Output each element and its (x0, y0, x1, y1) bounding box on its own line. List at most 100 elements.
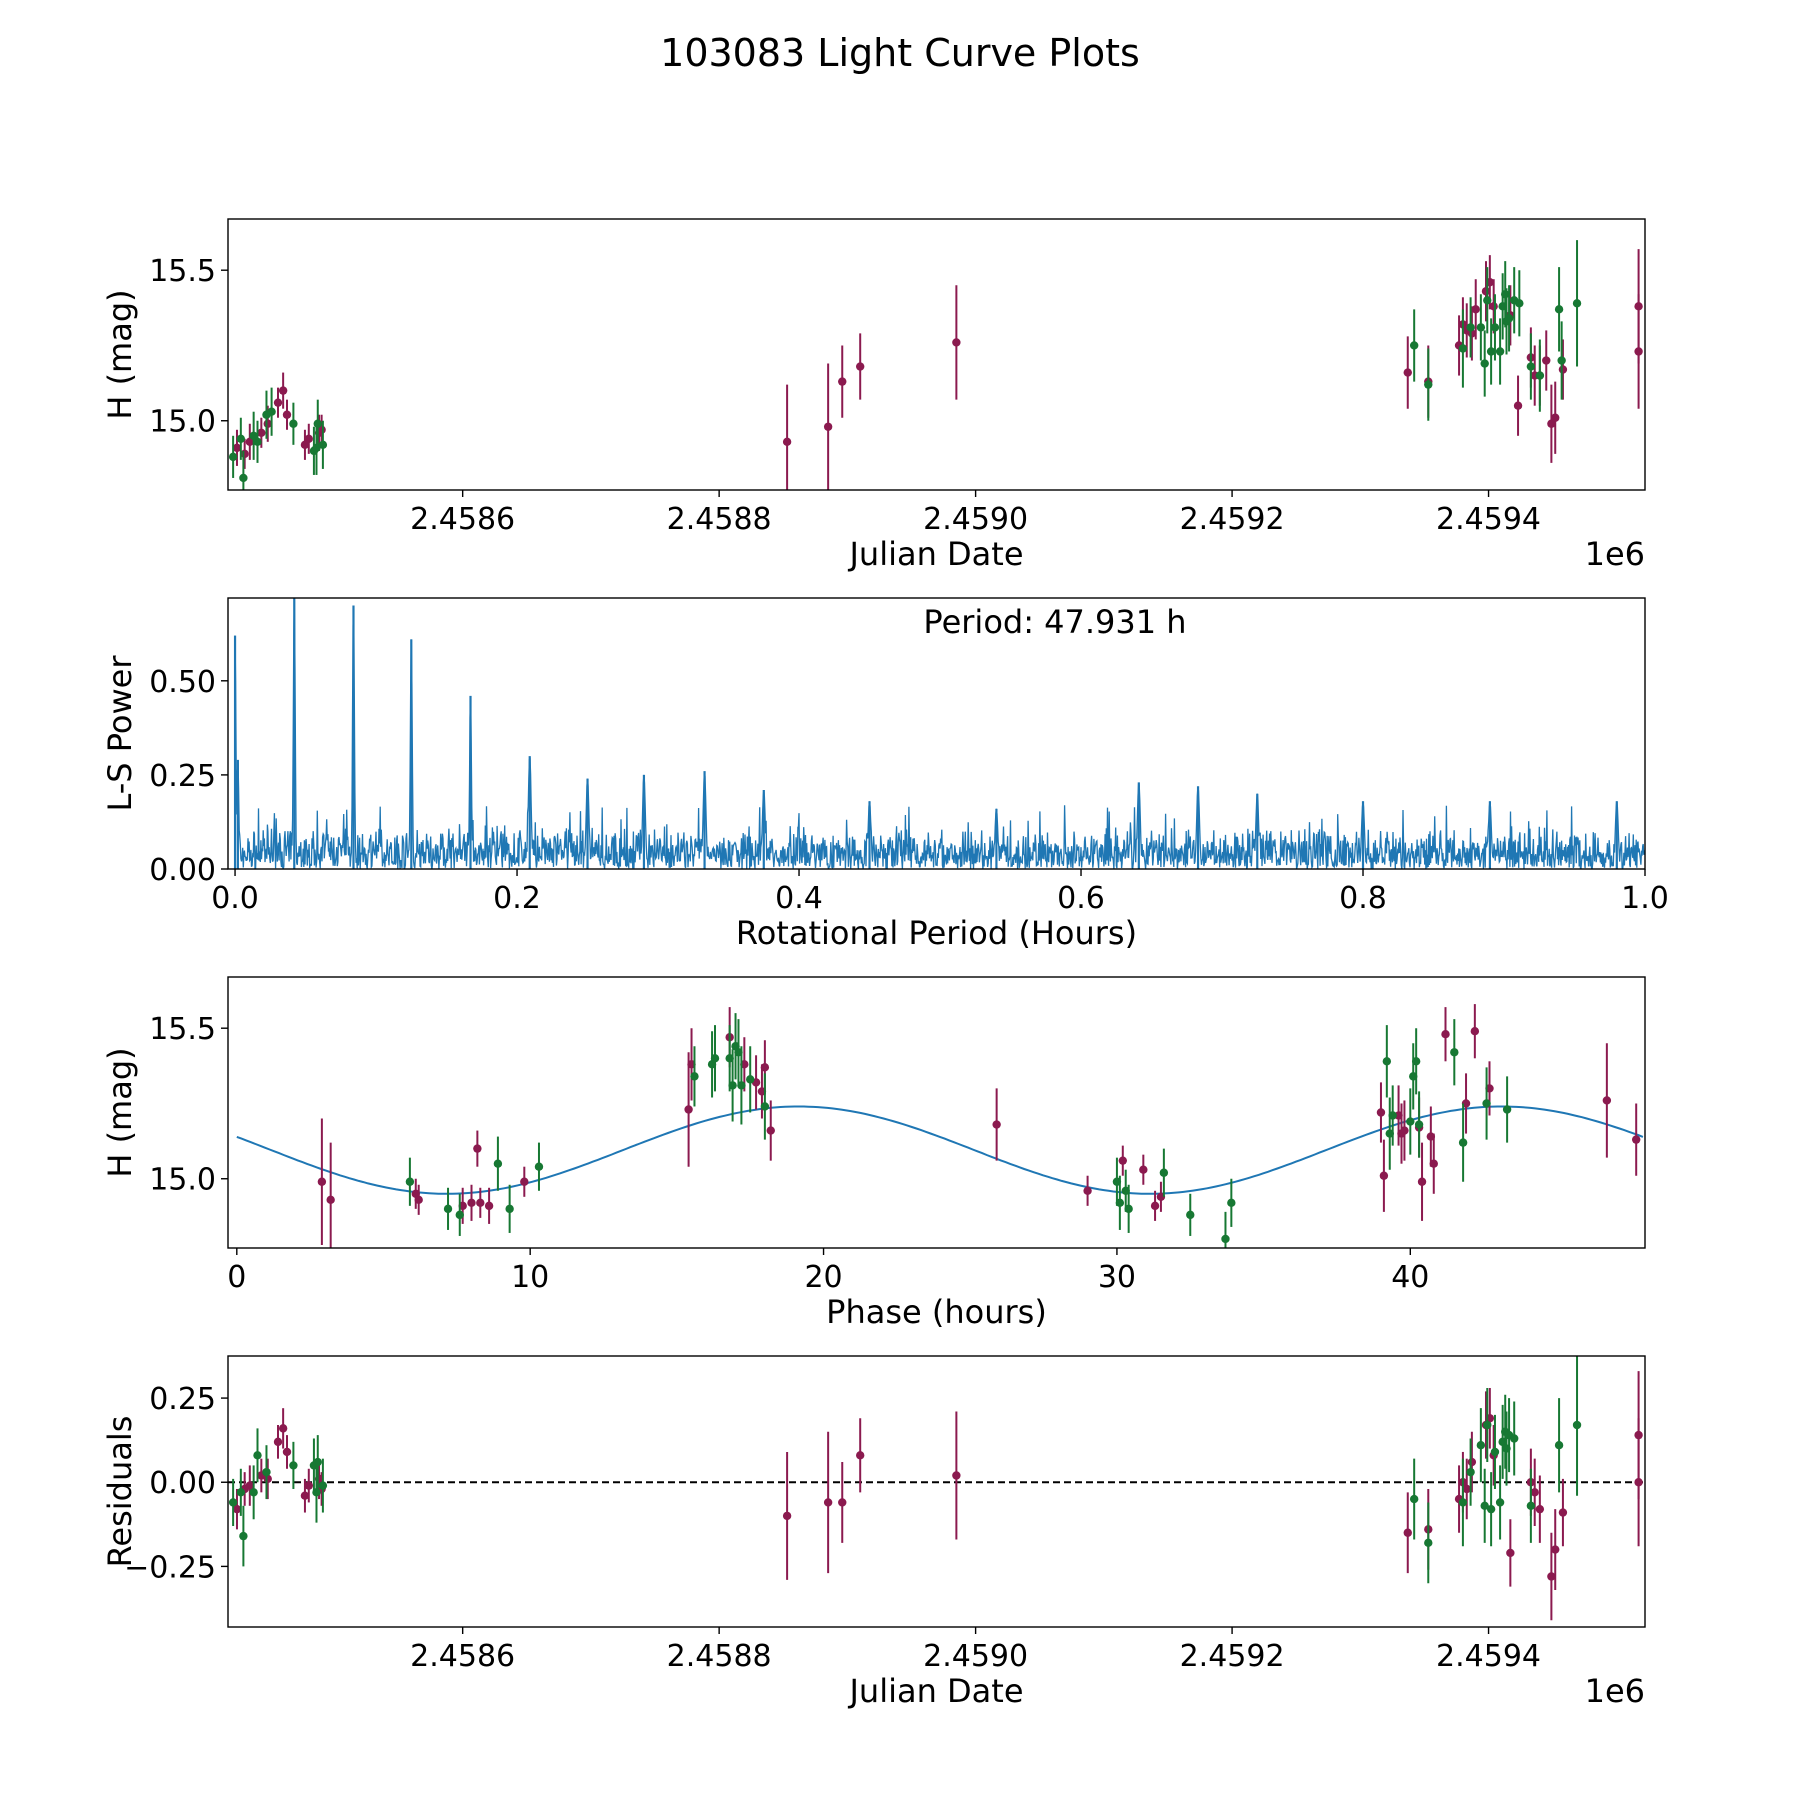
data-point (1483, 1420, 1492, 1430)
data-point (278, 1424, 288, 1433)
data-point (1424, 1538, 1433, 1548)
data-point (318, 1481, 328, 1490)
data-point (1504, 314, 1514, 323)
data-point (1150, 1201, 1160, 1211)
y-tick-label: 0.50 (149, 665, 216, 700)
data-point (1379, 1171, 1389, 1180)
data-point (1490, 1447, 1500, 1457)
data-point (467, 1198, 476, 1208)
residuals-plot-area (228, 1356, 1645, 1621)
data-point (520, 1177, 529, 1186)
data-point (1480, 1501, 1489, 1511)
data-point (782, 1511, 792, 1521)
panel-phased: 0 10 20 30 40 15.0 15.5 Phase (hours) H (mag) (101, 976, 1646, 1331)
axes-frame (227, 976, 1646, 1249)
data-point (317, 1177, 327, 1186)
data-point (505, 1204, 514, 1214)
data-point (1476, 1441, 1486, 1450)
x-tick-label: 2.4592 (1180, 1639, 1285, 1674)
data-point (232, 443, 242, 453)
data-point (1502, 1105, 1512, 1114)
x-tick-label: 2.4594 (1436, 1639, 1541, 1674)
x-tick-label: 0.4 (775, 881, 823, 916)
data-point (1462, 1484, 1471, 1494)
x-tick-label: 2.4592 (1180, 502, 1285, 537)
data-point (1495, 347, 1505, 356)
data-point (239, 473, 248, 483)
data-point (952, 338, 961, 347)
data-point (1382, 1057, 1392, 1066)
data-point (476, 1198, 485, 1208)
data-point (1414, 1120, 1424, 1129)
data-point (300, 1491, 310, 1500)
data-point (1572, 299, 1582, 308)
data-point (289, 1461, 298, 1470)
data-point (1486, 1504, 1496, 1514)
data-point (1547, 419, 1556, 428)
data-point (1139, 1165, 1148, 1174)
data-point (1409, 1494, 1419, 1504)
x-offset-label: 1e6 (1585, 1672, 1645, 1710)
x-tick-label: 0.0 (211, 881, 259, 916)
x-tick-label: 2.4588 (667, 1639, 772, 1674)
data-point (1602, 1096, 1612, 1105)
data-point (1480, 359, 1489, 368)
data-point (1530, 1488, 1539, 1497)
data-point (253, 437, 262, 447)
x-axis-label: Julian Date (847, 535, 1023, 573)
data-point (228, 1498, 238, 1507)
axes-frame (227, 1355, 1646, 1628)
data-point (1376, 1108, 1386, 1117)
data-point (228, 452, 238, 462)
data-point (278, 386, 288, 395)
data-point (273, 1437, 283, 1447)
y-axis-label: L-S Power (101, 655, 139, 812)
data-point (1441, 1030, 1450, 1039)
data-point (534, 1162, 544, 1171)
x-tick-label: 30 (1098, 1260, 1136, 1295)
data-point (766, 1126, 775, 1135)
x-axis-label: Rotational Period (Hours) (736, 914, 1137, 952)
x-tick-label: 0.8 (1339, 881, 1387, 916)
data-point (1551, 413, 1560, 422)
data-point (1186, 1210, 1195, 1220)
data-point (737, 1081, 746, 1090)
lightcurve-plot-area (228, 240, 1643, 490)
data-point (1558, 1508, 1568, 1517)
data-point (1429, 1159, 1438, 1168)
phased-plot-area (236, 1004, 1644, 1248)
data-point (1458, 344, 1468, 353)
period-annotation: Period: 47.931 h (923, 603, 1186, 641)
data-point (326, 1195, 335, 1205)
data-point (1486, 347, 1496, 356)
data-point (690, 1072, 699, 1081)
data-point (249, 1488, 258, 1497)
data-point (1634, 1478, 1643, 1487)
data-point (1535, 371, 1545, 380)
x-tick-label: 0.2 (493, 881, 541, 916)
x-tick-label: 2.4590 (923, 502, 1028, 537)
data-point (262, 1467, 271, 1477)
data-point (1417, 1177, 1427, 1186)
data-point (782, 437, 792, 447)
x-tick-label: 2.4586 (410, 1639, 515, 1674)
data-point (710, 1054, 720, 1063)
data-point (273, 398, 283, 407)
data-point (1221, 1234, 1230, 1244)
x-tick-label: 20 (804, 1260, 842, 1295)
data-point (760, 1102, 770, 1111)
data-point (684, 1105, 693, 1114)
data-point (1572, 1420, 1582, 1430)
data-point (1388, 1111, 1397, 1120)
data-point (823, 422, 833, 431)
data-point (1470, 1027, 1480, 1036)
data-point (455, 1210, 464, 1220)
panel-residuals: 2.4586 2.4588 2.4590 2.4592 2.4594 −0.25 0.00 0… (101, 1355, 1646, 1710)
sinusoid-fit-line (236, 1105, 1644, 1195)
data-point (1118, 1156, 1127, 1165)
data-point (245, 1481, 254, 1490)
data-point (1159, 1168, 1169, 1177)
data-point (838, 1498, 847, 1507)
x-axis-label: Julian Date (847, 1672, 1023, 1710)
